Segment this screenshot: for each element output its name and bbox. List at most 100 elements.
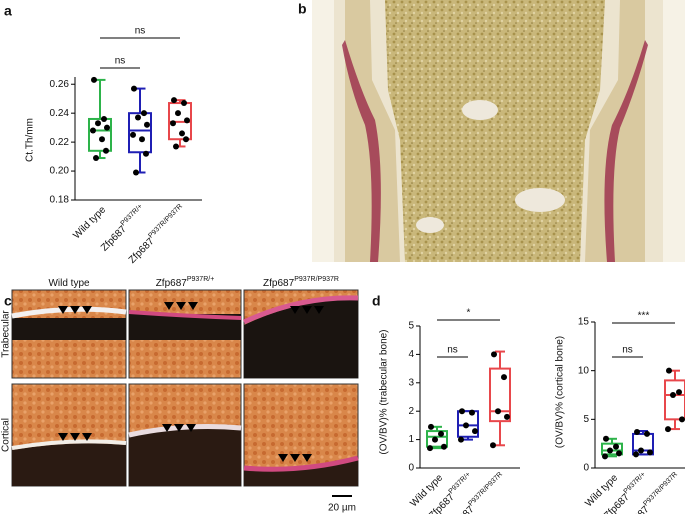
label-superscript: P937R/+ — [623, 471, 647, 495]
data-point — [133, 169, 139, 176]
data-point — [438, 430, 444, 437]
data-point — [613, 443, 619, 450]
row-label: Trabecular — [1, 310, 12, 358]
label-superscript: P937R/P937R — [643, 471, 680, 508]
data-point — [104, 124, 110, 131]
label-superscript: P937R/+ — [120, 203, 144, 227]
data-point — [441, 443, 447, 450]
data-point — [101, 115, 107, 122]
data-point — [103, 147, 109, 154]
data-point — [647, 449, 653, 456]
y-tick-label: 1 — [408, 434, 414, 445]
data-point — [495, 408, 501, 415]
y-tick-label: 4 — [408, 349, 414, 360]
significance-label: ns — [135, 26, 146, 37]
data-point — [676, 389, 682, 396]
micrograph-grid: 20 µm — [11, 289, 359, 514]
data-point — [131, 85, 137, 92]
data-point — [616, 450, 622, 457]
y-tick-label: 10 — [578, 365, 590, 376]
y-tick-label: 5 — [583, 414, 589, 425]
significance-label: *** — [638, 311, 650, 322]
y-tick-label: 0.24 — [50, 108, 70, 119]
data-point — [603, 435, 609, 442]
data-point — [93, 155, 99, 162]
data-point — [135, 114, 141, 121]
y-tick-label: 2 — [408, 406, 414, 417]
data-point — [171, 97, 177, 104]
data-point — [644, 430, 650, 437]
data-point — [459, 408, 465, 415]
x-tick-label: Wild type — [71, 204, 108, 241]
data-point — [428, 423, 434, 430]
label-text: Wild type — [48, 278, 90, 289]
data-point — [144, 121, 150, 128]
label-text: Zfp687 — [156, 278, 188, 289]
column-header: Zfp687P937R/P937R — [263, 276, 339, 288]
data-point — [184, 117, 190, 124]
data-point — [666, 367, 672, 374]
histology-image — [312, 0, 685, 262]
data-point — [175, 110, 181, 117]
panel-label: b — [298, 1, 307, 17]
y-tick-label: 3 — [408, 377, 414, 388]
data-point — [170, 120, 176, 127]
y-tick-label: 15 — [578, 317, 590, 328]
data-point — [607, 447, 613, 454]
y-axis-label: Ct.Th/mm — [25, 118, 36, 162]
data-point — [181, 100, 187, 107]
data-point — [130, 131, 136, 138]
data-point — [141, 110, 147, 117]
label-superscript: P937R/+ — [187, 276, 214, 283]
data-point — [173, 143, 179, 150]
data-point — [183, 136, 189, 143]
label-superscript: P937R/P937R — [148, 203, 185, 240]
scale-label: 20 µm — [328, 503, 356, 514]
column-header: Wild type — [48, 278, 90, 289]
data-point — [504, 413, 510, 420]
data-point — [670, 392, 676, 398]
data-point — [490, 442, 496, 449]
data-point — [139, 136, 145, 143]
y-tick-label: 0 — [408, 463, 414, 474]
data-point — [472, 428, 478, 435]
data-point — [634, 428, 640, 435]
data-point — [99, 136, 105, 143]
label-text: Wild type — [71, 204, 108, 241]
y-tick-label: 0.20 — [50, 166, 70, 177]
data-point — [633, 451, 639, 458]
data-point — [95, 120, 101, 127]
data-point — [90, 127, 96, 134]
y-tick-label: 0 — [583, 463, 589, 474]
panel-label: d — [372, 293, 381, 309]
y-axis-label: (OV/BV)% (cortical bone) — [555, 336, 566, 448]
data-point — [665, 426, 671, 433]
significance-label: ns — [622, 345, 633, 356]
data-point — [458, 436, 464, 443]
label-superscript: P937R/P937R — [468, 471, 505, 508]
data-point — [143, 150, 149, 157]
data-point — [179, 130, 185, 137]
data-point — [91, 76, 97, 83]
panel-label: a — [4, 3, 12, 19]
column-header: Zfp687P937R/+ — [156, 276, 215, 288]
significance-label: ns — [447, 345, 458, 356]
data-point — [501, 374, 507, 381]
data-point — [679, 416, 685, 423]
y-tick-label: 0.26 — [50, 79, 70, 90]
significance-label: ns — [115, 56, 126, 67]
label-superscript: P937R/P937R — [294, 276, 339, 283]
box — [489, 367, 511, 423]
y-tick-label: 0.22 — [50, 137, 70, 148]
box — [632, 432, 654, 456]
y-tick-label: 5 — [408, 321, 414, 332]
label-text: Zfp687 — [263, 278, 295, 289]
significance-label: * — [467, 308, 471, 319]
box — [664, 379, 685, 421]
y-tick-label: 0.18 — [50, 195, 70, 206]
data-point — [602, 453, 608, 460]
panel-label: c — [4, 293, 12, 309]
row-label: Cortical — [1, 418, 12, 452]
label-superscript: P937R/+ — [448, 471, 472, 495]
